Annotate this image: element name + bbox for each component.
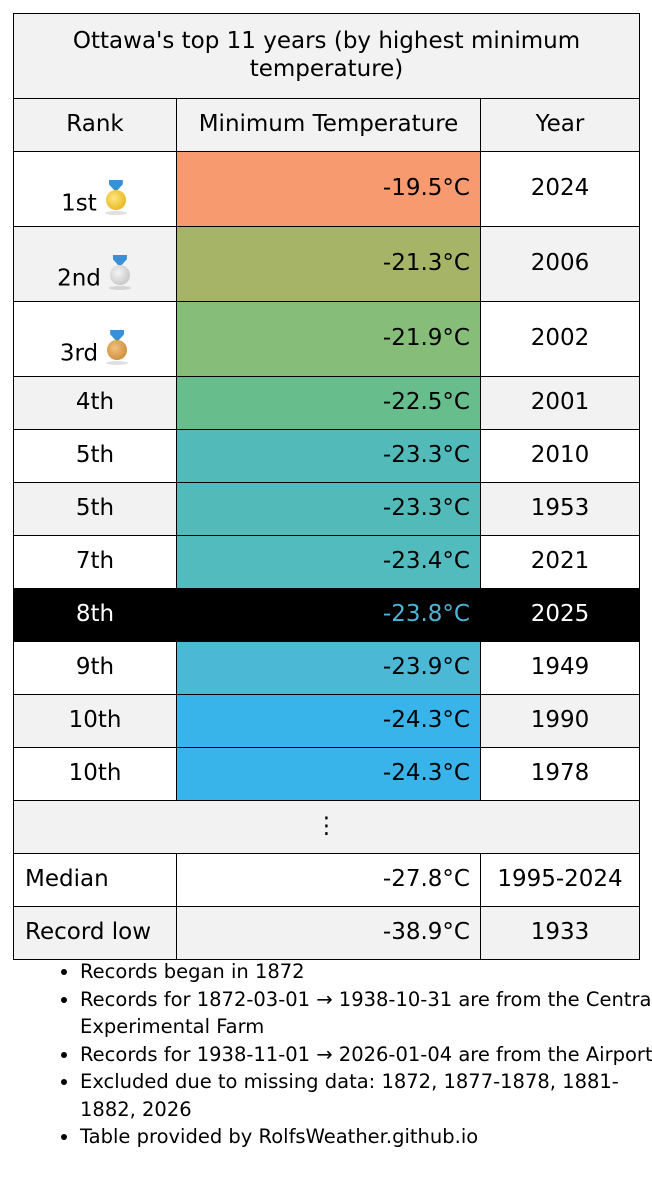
records-table: Ottawa's top 11 years (by highest minimu…: [12, 13, 641, 960]
minimum-temperature-cell: -19.5°C: [176, 151, 481, 227]
ellipsis-row: ⋮: [12, 800, 641, 854]
header-rank: Rank: [13, 98, 177, 152]
minimum-temperature-cell: -23.3°C: [176, 429, 481, 483]
rank-cell: 3rd: [13, 301, 177, 377]
year-cell: 2001: [479, 376, 641, 430]
gold-medal-icon: [103, 178, 129, 218]
rank-cell: 2nd: [13, 226, 177, 302]
rank-label: 10th: [68, 707, 122, 734]
rank-cell: 5th: [13, 482, 177, 536]
table-row: 9th -23.9°C 1949: [13, 641, 641, 695]
table-row: 7th -23.4°C 2021: [13, 535, 641, 589]
minimum-temperature-cell: -23.8°C: [176, 588, 481, 642]
table-row: 2nd -21.3°C 2006: [13, 226, 641, 302]
table-row: 4th -22.5°C 2001: [13, 376, 641, 430]
header-minimum-temperature: Minimum Temperature: [176, 98, 481, 152]
minimum-temperature-cell: -23.9°C: [176, 641, 481, 695]
rank-label: 7th: [75, 548, 115, 575]
table-row: 8th -23.8°C 2025: [13, 588, 641, 642]
rank-label: 9th: [75, 654, 115, 681]
rank-label: 8th: [75, 601, 115, 628]
table-row: 10th -24.3°C 1990: [13, 694, 641, 748]
table-row: 5th -23.3°C 1953: [13, 482, 641, 536]
rank-cell: 4th: [13, 376, 177, 430]
minimum-temperature-cell: -24.3°C: [176, 747, 481, 801]
table-row: 3rd -21.9°C 2002: [13, 301, 641, 377]
year-cell: 2006: [479, 226, 641, 302]
rank-label: 10th: [68, 760, 122, 787]
note-item: Records began in 1872: [80, 958, 652, 986]
records-table-container: Ottawa's top 11 years (by highest minimu…: [12, 13, 641, 960]
rank-label: 5th: [75, 495, 115, 522]
silver-medal-icon: [107, 253, 133, 293]
median-years: 1995-2024: [479, 853, 641, 907]
minimum-temperature-cell: -23.3°C: [176, 482, 481, 536]
minimum-temperature-cell: -22.5°C: [176, 376, 481, 430]
year-cell: 2025: [479, 588, 641, 642]
year-cell: 1990: [479, 694, 641, 748]
year-cell: 1949: [479, 641, 641, 695]
note-item: Excluded due to missing data: 1872, 1877…: [80, 1068, 652, 1123]
header-year: Year: [479, 98, 641, 152]
year-cell: 1978: [479, 747, 641, 801]
record-low-year: 1933: [479, 906, 641, 960]
year-cell: 1953: [479, 482, 641, 536]
year-cell: 2010: [479, 429, 641, 483]
bronze-medal-icon: [104, 328, 130, 368]
note-item: Table provided by RolfsWeather.github.io: [80, 1123, 652, 1151]
table-body: 1st -19.5°C 2024 2nd -21.3°C 2006 3rd -21.9°C 20…: [13, 151, 641, 801]
median-temperature: -27.8°C: [176, 853, 481, 907]
minimum-temperature-cell: -21.9°C: [176, 301, 481, 377]
median-label: Median: [13, 853, 177, 907]
minimum-temperature-cell: -24.3°C: [176, 694, 481, 748]
note-item: Records for 1938-11-01 → 2026-01-04 are …: [80, 1041, 652, 1069]
table-row: 10th -24.3°C 1978: [13, 747, 641, 801]
record-low-label: Record low: [13, 906, 177, 960]
table-title: Ottawa's top 11 years (by highest minimu…: [12, 13, 641, 99]
rank-cell: 8th: [13, 588, 177, 642]
rank-label: 1st: [61, 190, 97, 217]
minimum-temperature-cell: -23.4°C: [176, 535, 481, 589]
rank-cell: 9th: [13, 641, 177, 695]
year-cell: 2002: [479, 301, 641, 377]
rank-label: 3rd: [59, 340, 99, 367]
table-row: 5th -23.3°C 2010: [13, 429, 641, 483]
rank-cell: 5th: [13, 429, 177, 483]
rank-cell: 10th: [13, 747, 177, 801]
table-row: 1st -19.5°C 2024: [13, 151, 641, 227]
notes-list: Records began in 1872Records for 1872-03…: [50, 958, 652, 1151]
record-low-temperature: -38.9°C: [176, 906, 481, 960]
rank-cell: 1st: [13, 151, 177, 227]
year-cell: 2024: [479, 151, 641, 227]
minimum-temperature-cell: -21.3°C: [176, 226, 481, 302]
rank-cell: 7th: [13, 535, 177, 589]
rank-cell: 10th: [13, 694, 177, 748]
rank-label: 5th: [75, 442, 115, 469]
year-cell: 2021: [479, 535, 641, 589]
rank-label: 2nd: [57, 265, 101, 292]
note-item: Records for 1872-03-01 → 1938-10-31 are …: [80, 986, 652, 1041]
rank-label: 4th: [75, 389, 115, 416]
